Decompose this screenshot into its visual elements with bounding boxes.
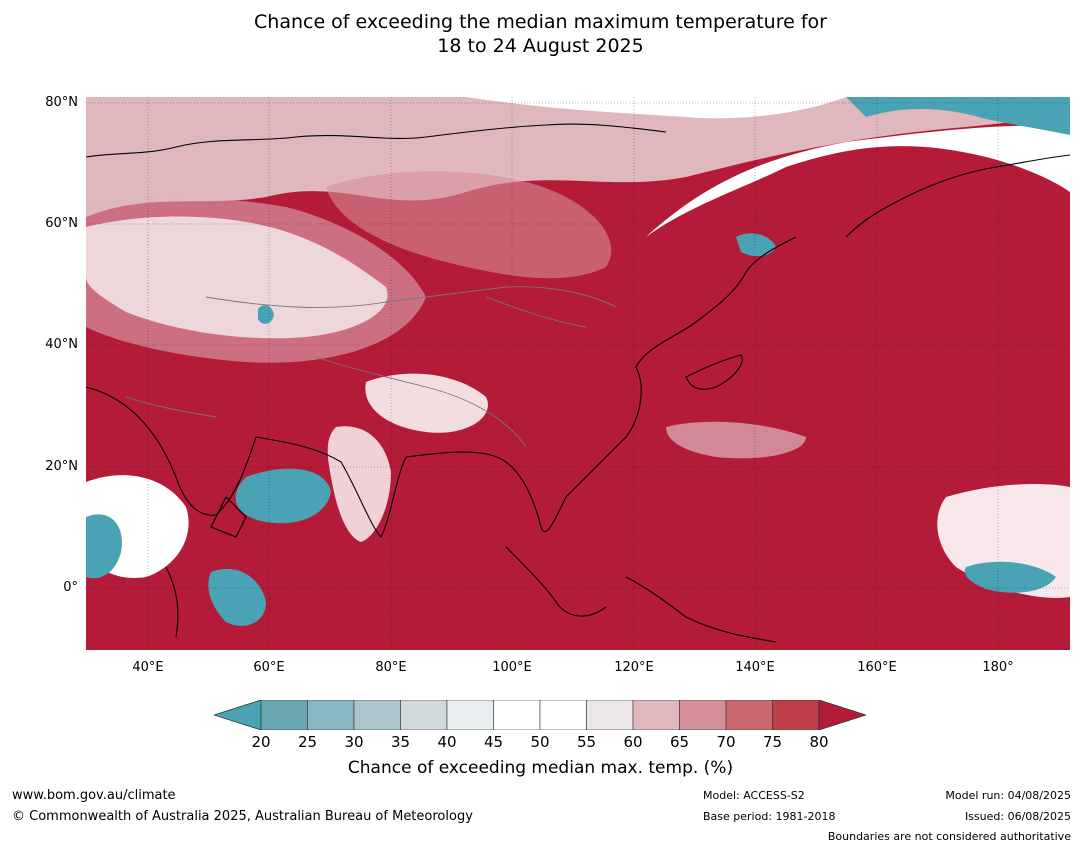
- probability-map: [86, 97, 1070, 650]
- lon-label-180: 180°: [982, 660, 1014, 675]
- colorbar-bin: [539, 700, 587, 730]
- lon-label-120e: 120°E: [614, 660, 654, 675]
- tibet-neutral: [365, 373, 488, 433]
- arctic-top-white: [466, 97, 846, 119]
- colorbar-tick-label: 55: [576, 733, 597, 751]
- western-russia-pink: [86, 196, 426, 363]
- model-text: Model: ACCESS-S2: [703, 789, 805, 802]
- colorbar-bin: [353, 700, 401, 730]
- lat-label-0: 0°: [63, 580, 78, 595]
- colorbar-tick-label: 80: [809, 733, 829, 751]
- colorbar-under-triangle: [214, 700, 262, 730]
- lon-label-140e: 140°E: [735, 660, 775, 675]
- arabian-sea-blue: [235, 468, 331, 524]
- central-asia-pink: [326, 171, 612, 279]
- lat-label-60n: 60°N: [45, 216, 78, 231]
- colorbar-tick-label: 25: [297, 733, 318, 751]
- caspian-blue: [258, 305, 274, 324]
- lat-label-20n: 20°N: [45, 459, 78, 474]
- chart-title: Chance of exceeding the median maximum t…: [0, 10, 1081, 58]
- colorbar-bin: [307, 700, 355, 730]
- west-indian-ocean-blue: [86, 514, 122, 579]
- coastlines: [86, 123, 1070, 643]
- base-period-text: Base period: 1981-2018: [703, 810, 836, 823]
- colorbar-tick-label: 45: [483, 733, 504, 751]
- arctic-blue-region: [846, 97, 1070, 135]
- southeast-pacific-blue: [964, 561, 1056, 593]
- lon-label-100e: 100°E: [492, 660, 532, 675]
- colorbar-bin: [632, 700, 680, 730]
- map-canvas: [86, 97, 1070, 650]
- colorbar-bin: [493, 700, 541, 730]
- colorbar-bin: [679, 700, 727, 730]
- siberia-white-region: [646, 125, 1070, 237]
- title-line-1: Chance of exceeding the median maximum t…: [254, 11, 827, 33]
- colorbar: [214, 700, 866, 730]
- madagascar-sea-blue: [208, 568, 266, 626]
- country-borders: [125, 286, 617, 448]
- colorbar-tick-label: 65: [669, 733, 690, 751]
- colorbar-tick-label: 35: [390, 733, 411, 751]
- west-pacific-pink: [666, 421, 806, 459]
- colorbar-tick-label: 40: [437, 733, 457, 751]
- lon-label-160e: 160°E: [857, 660, 897, 675]
- india-neutral: [327, 426, 391, 542]
- lon-label-80e: 80°E: [375, 660, 407, 675]
- colorbar-tick-label: 70: [716, 733, 736, 751]
- website-link[interactable]: www.bom.gov.au/climate: [12, 788, 176, 803]
- lat-label-80n: 80°N: [45, 95, 78, 110]
- colorbar-tick-label: 20: [251, 733, 271, 751]
- colorbar-bin: [725, 700, 773, 730]
- colorbar-bin: [446, 700, 494, 730]
- colorbar-label: Chance of exceeding median max. temp. (%…: [347, 758, 734, 778]
- colorbar-bin: [400, 700, 448, 730]
- title-line-2: 18 to 24 August 2025: [437, 35, 644, 57]
- lat-label-40n: 40°N: [45, 337, 78, 352]
- colorbar-tick-label: 50: [530, 733, 550, 751]
- colorbar-tick-label: 60: [623, 733, 643, 751]
- disclaimer-text: Boundaries are not considered authoritat…: [827, 830, 1071, 843]
- colorbar-tick-label: 75: [762, 733, 783, 751]
- lon-label-60e: 60°E: [253, 660, 285, 675]
- copyright-text: © Commonwealth of Australia 2025, Austra…: [12, 809, 473, 824]
- northern-neutral-region: [86, 97, 1070, 217]
- colorbar-bin: [772, 700, 820, 730]
- graticule: [86, 97, 1070, 650]
- okhotsk-blue: [736, 233, 776, 257]
- colorbar-bin: [260, 700, 308, 730]
- colorbar-over-triangle: [818, 700, 866, 730]
- colorbar-bin: [586, 700, 634, 730]
- lon-label-40e: 40°E: [132, 660, 164, 675]
- issued-text: Issued: 06/08/2025: [964, 810, 1071, 823]
- model-run-text: Model run: 04/08/2025: [945, 789, 1071, 802]
- colorbar-tick-label: 30: [344, 733, 364, 751]
